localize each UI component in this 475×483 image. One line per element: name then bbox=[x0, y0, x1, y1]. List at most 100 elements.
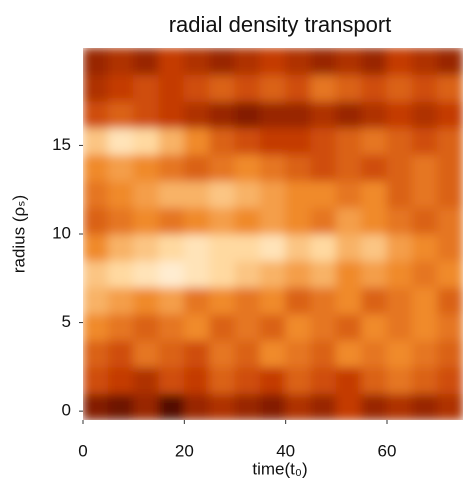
heat-cell bbox=[209, 366, 236, 394]
heat-cell bbox=[335, 153, 363, 182]
heat-cell bbox=[107, 392, 135, 420]
heat-cell bbox=[107, 313, 135, 341]
heat-cell bbox=[83, 366, 109, 394]
heat-cell bbox=[361, 100, 388, 129]
y-tick-label: 5 bbox=[62, 312, 71, 331]
heat-cell bbox=[107, 233, 135, 262]
heatmap-cells bbox=[83, 48, 463, 420]
heat-cell bbox=[234, 392, 261, 420]
heat-cell bbox=[361, 74, 388, 102]
heat-cell bbox=[259, 313, 287, 341]
heat-cell bbox=[437, 180, 463, 208]
heat-cell bbox=[259, 206, 287, 235]
heat-cell bbox=[209, 313, 236, 341]
heat-cell bbox=[437, 100, 463, 129]
heat-cell bbox=[209, 153, 236, 182]
heat-cell bbox=[310, 339, 337, 368]
heat-cell bbox=[386, 366, 413, 394]
heat-cell bbox=[335, 339, 363, 368]
heat-cell bbox=[335, 286, 363, 315]
heat-cell bbox=[158, 366, 185, 394]
heat-cell bbox=[133, 366, 160, 394]
heat-cell bbox=[310, 392, 337, 420]
heat-cell bbox=[158, 127, 185, 155]
heat-cell bbox=[411, 153, 439, 182]
heat-cell bbox=[310, 100, 337, 129]
heat-cell bbox=[411, 127, 439, 155]
heat-cell bbox=[310, 313, 337, 341]
heat-cell bbox=[437, 392, 463, 420]
heat-cell bbox=[361, 180, 388, 208]
heat-cell bbox=[285, 153, 312, 182]
heat-cell bbox=[259, 339, 287, 368]
heat-cell bbox=[83, 48, 109, 76]
heat-cell bbox=[107, 206, 135, 235]
heat-cell bbox=[209, 339, 236, 368]
heat-cell bbox=[335, 366, 363, 394]
heat-cell bbox=[133, 339, 160, 368]
heat-cell bbox=[209, 74, 236, 102]
heat-cell bbox=[259, 180, 287, 208]
heat-cell bbox=[183, 180, 211, 208]
heat-cell bbox=[83, 180, 109, 208]
heat-cell bbox=[386, 127, 413, 155]
heat-cell bbox=[83, 392, 109, 420]
heat-cell bbox=[285, 392, 312, 420]
heat-cell bbox=[259, 366, 287, 394]
x-tick-label: 40 bbox=[276, 441, 295, 460]
heat-cell bbox=[335, 260, 363, 288]
heat-cell bbox=[437, 286, 463, 315]
heat-cell bbox=[107, 366, 135, 394]
heat-cell bbox=[183, 233, 211, 262]
heat-cell bbox=[158, 233, 185, 262]
heat-cell bbox=[158, 286, 185, 315]
heat-cell bbox=[361, 206, 388, 235]
heat-cell bbox=[437, 48, 463, 76]
heat-cell bbox=[158, 100, 185, 129]
heat-cell bbox=[259, 260, 287, 288]
heat-cell bbox=[133, 127, 160, 155]
heat-cell bbox=[386, 206, 413, 235]
heat-cell bbox=[411, 313, 439, 341]
heat-cell bbox=[310, 366, 337, 394]
heat-cell bbox=[335, 48, 363, 76]
heat-cell bbox=[386, 233, 413, 262]
heat-cell bbox=[411, 100, 439, 129]
heat-cell bbox=[361, 366, 388, 394]
y-axis-label: radius (ρₛ) bbox=[9, 195, 28, 273]
heat-cell bbox=[183, 206, 211, 235]
y-tick-label: 0 bbox=[62, 401, 71, 420]
heat-cell bbox=[361, 127, 388, 155]
heat-cell bbox=[411, 366, 439, 394]
heat-cell bbox=[234, 286, 261, 315]
heat-cell bbox=[158, 260, 185, 288]
heat-cell bbox=[437, 233, 463, 262]
heatmap bbox=[83, 48, 463, 420]
heat-cell bbox=[361, 392, 388, 420]
heat-cell bbox=[411, 260, 439, 288]
heat-cell bbox=[386, 180, 413, 208]
heat-cell bbox=[209, 233, 236, 262]
heat-cell bbox=[234, 74, 261, 102]
heat-cell bbox=[386, 153, 413, 182]
heat-cell bbox=[335, 392, 363, 420]
heat-cell bbox=[209, 392, 236, 420]
heat-cell bbox=[386, 339, 413, 368]
heat-cell bbox=[83, 100, 109, 129]
heat-cell bbox=[234, 260, 261, 288]
heat-cell bbox=[183, 339, 211, 368]
heat-cell bbox=[158, 74, 185, 102]
heat-cell bbox=[234, 48, 261, 76]
heat-cell bbox=[437, 206, 463, 235]
heat-cell bbox=[437, 339, 463, 368]
heat-cell bbox=[183, 48, 211, 76]
heat-cell bbox=[437, 74, 463, 102]
heat-cell bbox=[285, 180, 312, 208]
heat-cell bbox=[209, 286, 236, 315]
heat-cell bbox=[183, 260, 211, 288]
heat-cell bbox=[411, 286, 439, 315]
heat-cell bbox=[361, 233, 388, 262]
heat-cell bbox=[209, 48, 236, 76]
y-tick-label: 15 bbox=[52, 135, 71, 154]
